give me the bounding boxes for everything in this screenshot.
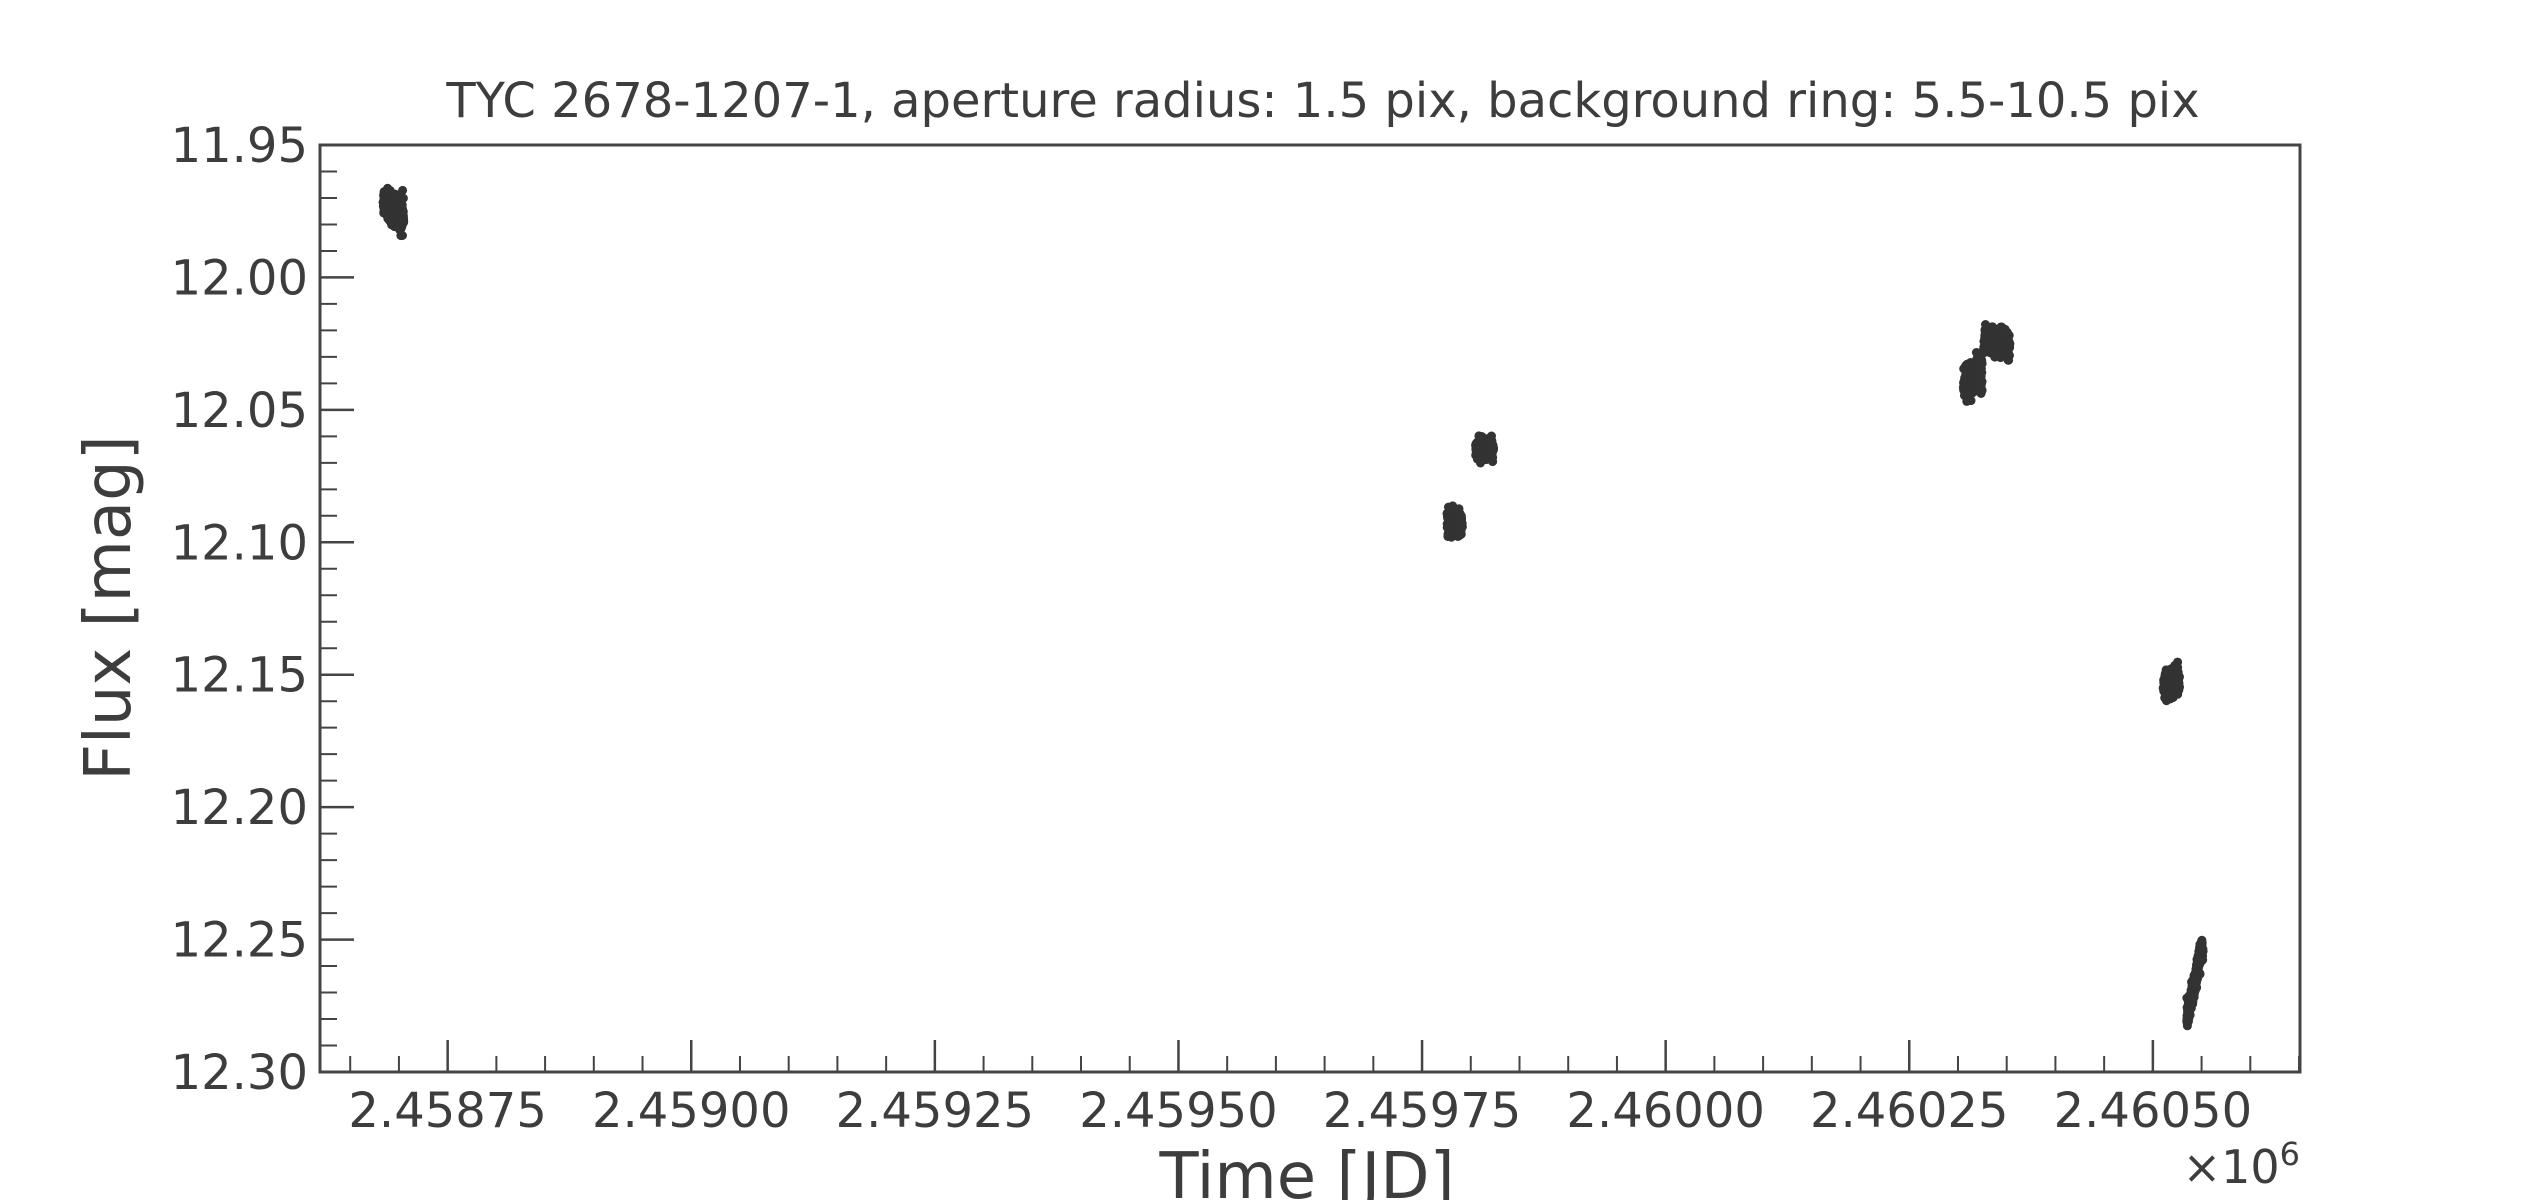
x-axis-ticks: 2.45875 2.45900 2.45925 2.45950 2.45975 2.460… <box>348 1040 2301 1139</box>
data-point <box>2175 682 2184 692</box>
data-point <box>2173 657 2183 667</box>
data-point <box>398 193 408 203</box>
y-axis-ticks: 11.95 12.00 12.05 12.10 12.15 12.20 12.25 12.30 <box>171 118 354 1101</box>
x-offset-base: ×10 <box>2183 1140 2280 1194</box>
data-point <box>2004 349 2014 359</box>
y-axis-label: Flux [mag] <box>72 435 146 781</box>
y-tick-label: 12.15 <box>171 648 308 704</box>
x-axis-scale-offset: ×106 <box>2183 1135 2300 1194</box>
x-tick-label: 2.46050 <box>2054 1083 2253 1139</box>
data-point <box>1966 396 1976 406</box>
data-point <box>2185 1010 2195 1020</box>
y-tick-label: 12.30 <box>171 1045 308 1101</box>
plot-frame <box>318 143 2302 1074</box>
x-offset-exponent: 6 <box>2280 1135 2300 1173</box>
y-tick-label: 12.05 <box>171 383 308 439</box>
x-tick-label: 2.46000 <box>1566 1083 1765 1139</box>
data-point <box>2191 981 2201 991</box>
data-points <box>378 183 2208 1031</box>
x-tick-label: 2.45900 <box>592 1083 791 1139</box>
data-point <box>2198 946 2208 956</box>
chart-title: TYC 2678-1207-1, aperture radius: 1.5 pi… <box>445 73 2199 129</box>
data-point <box>1977 377 1987 386</box>
data-point <box>398 231 407 240</box>
x-tick-label: 2.45975 <box>1323 1083 1522 1139</box>
data-point <box>1457 518 1467 528</box>
x-tick-label: 2.45875 <box>348 1083 547 1139</box>
y-tick-label: 11.95 <box>171 118 308 174</box>
data-point <box>399 218 409 227</box>
data-point <box>1489 443 1498 453</box>
data-point <box>2175 672 2184 682</box>
y-tick-label: 12.10 <box>171 515 308 571</box>
data-point <box>1488 457 1498 467</box>
x-tick-label: 2.46025 <box>1810 1083 2009 1139</box>
data-point <box>2197 935 2207 945</box>
data-point <box>2004 330 2014 340</box>
x-tick-label: 2.45950 <box>1079 1083 1278 1139</box>
data-point <box>1977 385 1987 395</box>
x-tick-label: 2.45925 <box>836 1083 1035 1139</box>
data-point <box>398 211 408 221</box>
y-tick-label: 12.20 <box>171 780 308 836</box>
data-point <box>2198 955 2208 965</box>
y-tick-label: 12.00 <box>171 250 308 306</box>
data-point <box>398 185 408 195</box>
data-point <box>1977 359 1987 369</box>
data-point <box>2005 339 2015 349</box>
y-tick-label: 12.25 <box>171 913 308 969</box>
data-point <box>2195 969 2205 979</box>
data-point <box>1976 367 1986 377</box>
x-axis-label: Time [JD] <box>1158 1140 1454 1200</box>
